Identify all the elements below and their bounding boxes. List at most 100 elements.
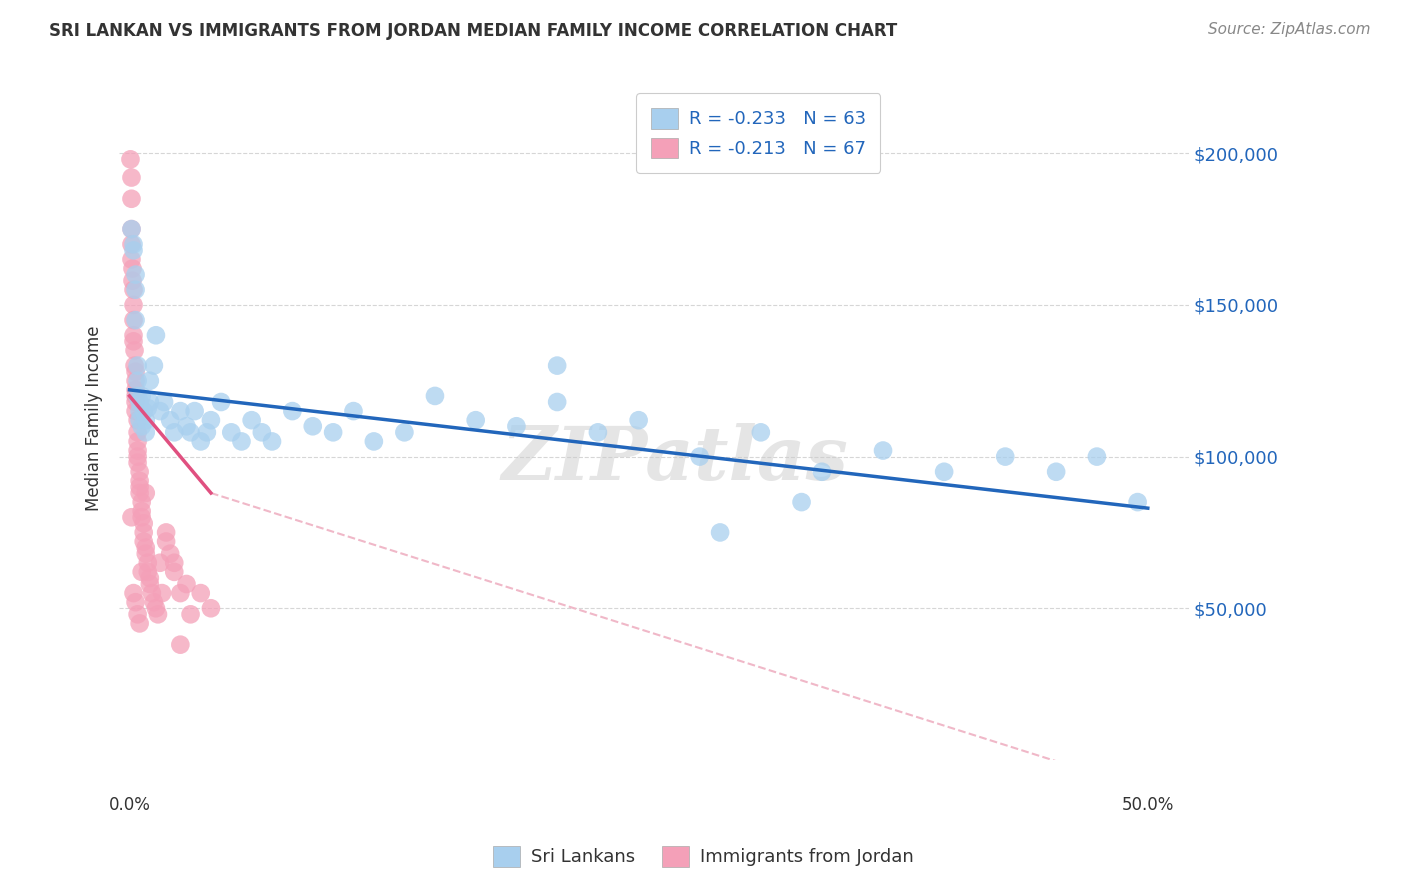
Point — [322, 425, 344, 440]
Point — [136, 401, 159, 415]
Point — [159, 547, 181, 561]
Point — [260, 434, 283, 449]
Point — [146, 607, 169, 622]
Point — [128, 404, 150, 418]
Point — [627, 413, 650, 427]
Point — [120, 153, 142, 167]
Point — [145, 601, 167, 615]
Point — [689, 450, 711, 464]
Point — [163, 556, 186, 570]
Point — [281, 404, 304, 418]
Point — [139, 395, 162, 409]
Point — [135, 541, 157, 555]
Point — [176, 577, 198, 591]
Point — [139, 374, 162, 388]
Point — [128, 486, 150, 500]
Point — [150, 586, 173, 600]
Point — [122, 586, 145, 600]
Point — [124, 374, 146, 388]
Point — [121, 261, 143, 276]
Point — [122, 237, 145, 252]
Point — [124, 313, 146, 327]
Point — [139, 577, 162, 591]
Point — [135, 413, 157, 427]
Point — [122, 328, 145, 343]
Point — [811, 465, 834, 479]
Point — [127, 450, 149, 464]
Point — [240, 413, 263, 427]
Point — [121, 170, 143, 185]
Legend: R = -0.233   N = 63, R = -0.213   N = 67: R = -0.233 N = 63, R = -0.213 N = 67 — [636, 94, 880, 173]
Point — [127, 425, 149, 440]
Point — [169, 586, 191, 600]
Point — [127, 359, 149, 373]
Point — [131, 389, 153, 403]
Point — [135, 486, 157, 500]
Point — [122, 283, 145, 297]
Point — [122, 334, 145, 349]
Point — [363, 434, 385, 449]
Point — [122, 313, 145, 327]
Point — [121, 237, 143, 252]
Point — [200, 601, 222, 615]
Point — [122, 244, 145, 258]
Point — [749, 425, 772, 440]
Point — [131, 504, 153, 518]
Point — [128, 465, 150, 479]
Point — [342, 404, 364, 418]
Point — [180, 607, 202, 622]
Point — [301, 419, 323, 434]
Point — [190, 586, 212, 600]
Point — [142, 359, 165, 373]
Point — [124, 283, 146, 297]
Point — [127, 456, 149, 470]
Point — [127, 607, 149, 622]
Point — [1126, 495, 1149, 509]
Point — [231, 434, 253, 449]
Point — [131, 419, 153, 434]
Point — [250, 425, 273, 440]
Point — [464, 413, 486, 427]
Point — [141, 586, 163, 600]
Point — [131, 495, 153, 509]
Text: 50.0%: 50.0% — [1122, 797, 1174, 814]
Point — [546, 359, 568, 373]
Point — [423, 389, 446, 403]
Point — [180, 425, 202, 440]
Text: Source: ZipAtlas.com: Source: ZipAtlas.com — [1208, 22, 1371, 37]
Point — [209, 395, 232, 409]
Point — [155, 525, 177, 540]
Point — [586, 425, 609, 440]
Point — [159, 413, 181, 427]
Point — [505, 419, 527, 434]
Point — [132, 404, 155, 418]
Point — [128, 474, 150, 488]
Point — [169, 404, 191, 418]
Point — [121, 192, 143, 206]
Point — [221, 425, 243, 440]
Point — [872, 443, 894, 458]
Point — [163, 425, 186, 440]
Point — [121, 510, 143, 524]
Point — [127, 434, 149, 449]
Point — [124, 365, 146, 379]
Point — [124, 359, 146, 373]
Point — [121, 222, 143, 236]
Point — [195, 425, 218, 440]
Point — [131, 565, 153, 579]
Point — [183, 404, 205, 418]
Point — [128, 395, 150, 409]
Point — [169, 638, 191, 652]
Point — [1045, 465, 1067, 479]
Point — [546, 395, 568, 409]
Point — [994, 450, 1017, 464]
Point — [155, 534, 177, 549]
Point — [139, 571, 162, 585]
Point — [127, 443, 149, 458]
Point — [132, 516, 155, 531]
Point — [142, 595, 165, 609]
Y-axis label: Median Family Income: Median Family Income — [86, 326, 103, 511]
Point — [149, 556, 172, 570]
Point — [790, 495, 813, 509]
Point — [124, 383, 146, 397]
